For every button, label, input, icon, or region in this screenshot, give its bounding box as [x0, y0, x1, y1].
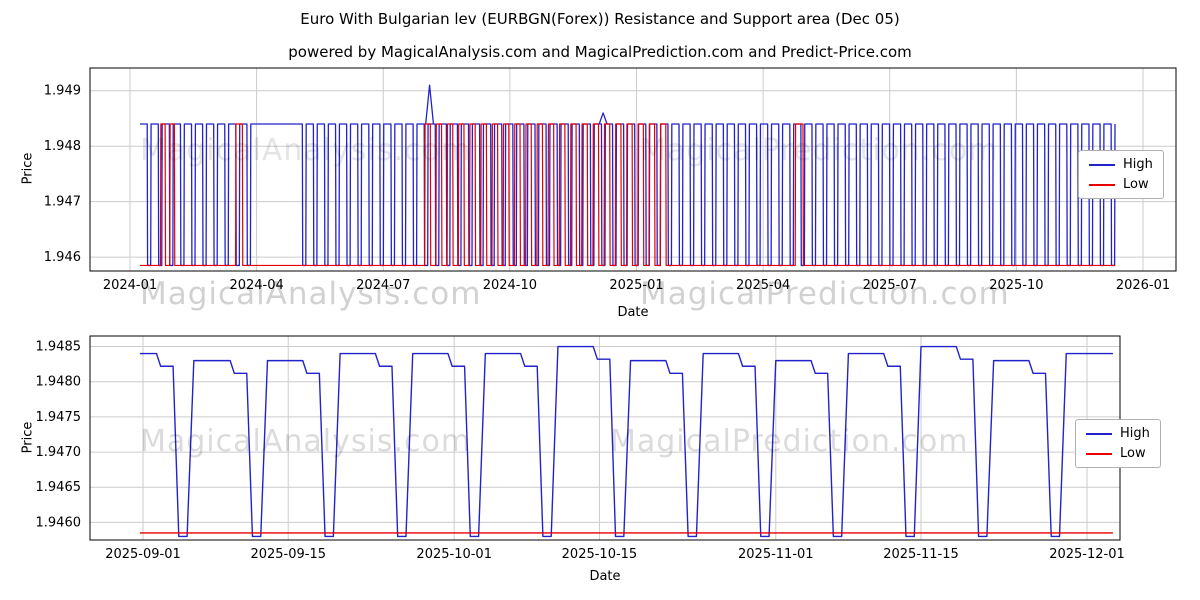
svg-text:2025-01: 2025-01 [609, 278, 663, 293]
svg-text:2025-12-01: 2025-12-01 [1049, 547, 1125, 562]
svg-text:2025-09-01: 2025-09-01 [105, 547, 181, 562]
svg-text:1.9470: 1.9470 [36, 445, 82, 460]
svg-text:2026-01: 2026-01 [1116, 278, 1170, 293]
svg-text:1.947: 1.947 [44, 195, 81, 210]
svg-text:2025-10: 2025-10 [989, 278, 1043, 293]
legend-label-high: High [1120, 426, 1150, 441]
high-line-swatch [1089, 163, 1115, 166]
svg-text:1.9460: 1.9460 [36, 515, 82, 530]
svg-text:2025-11-01: 2025-11-01 [738, 547, 814, 562]
bottom-chart-legend: High Low [1075, 419, 1161, 468]
svg-text:1.9465: 1.9465 [36, 480, 82, 495]
svg-text:2024-07: 2024-07 [356, 278, 410, 293]
legend-item-low: Low [1086, 447, 1150, 460]
low-line-swatch [1086, 452, 1112, 455]
page-subtitle: powered by MagicalAnalysis.com and Magic… [288, 43, 912, 61]
svg-text:1.9480: 1.9480 [36, 375, 82, 390]
legend-item-low: Low [1089, 178, 1153, 191]
svg-text:2025-11-15: 2025-11-15 [883, 547, 959, 562]
legend-item-high: High [1089, 158, 1153, 171]
svg-text:1.946: 1.946 [44, 250, 81, 265]
svg-text:2025-07: 2025-07 [863, 278, 917, 293]
bottom-chart-xlabel: Date [589, 569, 621, 584]
legend-label-high: High [1123, 157, 1153, 172]
svg-text:2025-04: 2025-04 [736, 278, 790, 293]
top-chart-ylabel: Price [20, 152, 36, 185]
top-chart-xlabel: Date [617, 305, 649, 320]
legend-item-high: High [1086, 427, 1150, 440]
page-title: Euro With Bulgarian lev (EURBGN(Forex)) … [300, 10, 900, 28]
svg-text:1.949: 1.949 [44, 84, 81, 99]
svg-text:1.948: 1.948 [44, 139, 81, 154]
svg-text:2025-10-01: 2025-10-01 [416, 547, 492, 562]
svg-text:2025-10-15: 2025-10-15 [562, 547, 638, 562]
high-line-swatch [1086, 432, 1112, 435]
svg-text:2024-01: 2024-01 [103, 278, 157, 293]
top-chart-legend: High Low [1078, 150, 1164, 199]
svg-text:2024-04: 2024-04 [229, 278, 283, 293]
svg-text:2024-10: 2024-10 [483, 278, 537, 293]
svg-text:1.9475: 1.9475 [36, 410, 82, 425]
bottom-chart-ylabel: Price [20, 421, 36, 454]
low-line-swatch [1089, 183, 1115, 186]
legend-label-low: Low [1123, 177, 1149, 192]
legend-label-low: Low [1120, 446, 1146, 461]
svg-text:1.9485: 1.9485 [36, 340, 82, 355]
svg-text:2025-09-15: 2025-09-15 [250, 547, 326, 562]
